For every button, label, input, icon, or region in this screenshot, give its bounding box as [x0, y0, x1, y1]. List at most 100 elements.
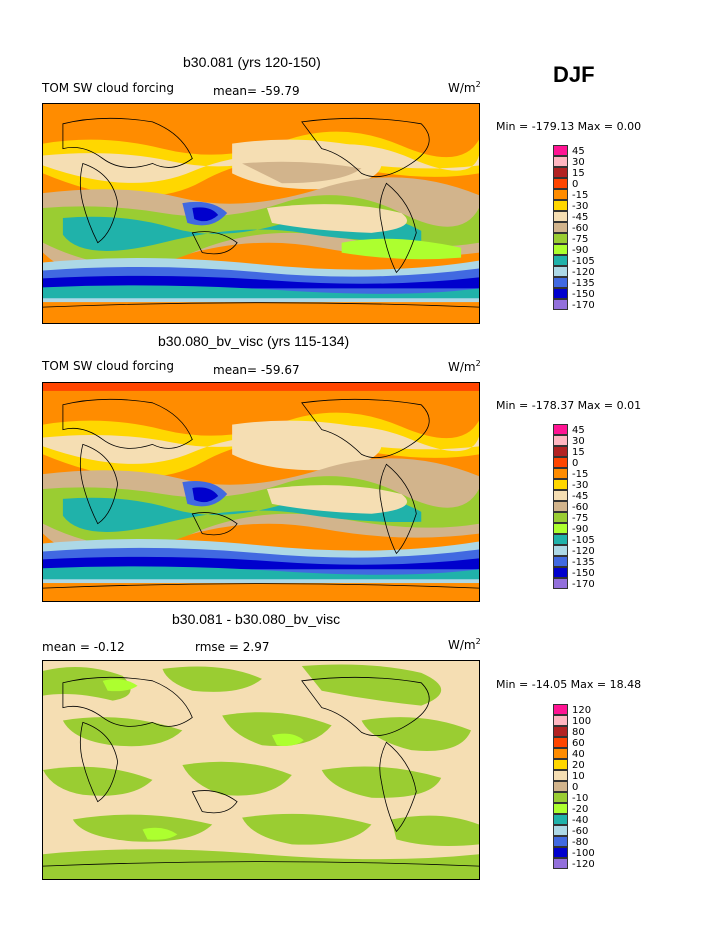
legend-label: 0 [572, 179, 579, 190]
legend-swatch [553, 803, 568, 814]
units-sup: 2 [475, 637, 481, 646]
legend-swatch [553, 836, 568, 847]
panel-2-mean-label: mean= [213, 363, 258, 377]
legend-swatch [553, 435, 568, 446]
panel-3-rmse: rmse = 2.97 [195, 640, 269, 654]
panel-1-mean: mean= -59.79 [213, 84, 300, 98]
legend-label: 80 [572, 727, 585, 738]
panel-3-rmse-label: rmse = [195, 640, 239, 654]
units-sup: 2 [475, 359, 481, 368]
legend-swatch [553, 534, 568, 545]
legend-swatch [553, 792, 568, 803]
panel-3-rmse-value: 2.97 [242, 640, 270, 654]
legend-swatch [553, 578, 568, 589]
panel-1-mean-value: -59.79 [260, 84, 300, 98]
legend-swatch [553, 726, 568, 737]
legend-swatch [553, 288, 568, 299]
units-text: W/m [448, 81, 476, 95]
legend-swatch [553, 704, 568, 715]
map-panel-3 [42, 660, 480, 880]
legend-label: 15 [572, 447, 585, 458]
legend-swatch [553, 178, 568, 189]
legend-label: -80 [572, 837, 589, 848]
panel-2-mean-value: -59.67 [260, 363, 300, 377]
legend-label: -30 [572, 480, 589, 491]
legend-swatch [553, 567, 568, 578]
legend-swatch [553, 501, 568, 512]
legend-label: -170 [572, 579, 595, 590]
map-1-svg [43, 104, 479, 323]
legend-label: -40 [572, 815, 589, 826]
legend-swatch [553, 825, 568, 836]
legend-label: 45 [572, 146, 585, 157]
legend-swatch [553, 545, 568, 556]
legend-swatch [553, 479, 568, 490]
legend-swatch [553, 770, 568, 781]
legend-label: -45 [572, 491, 589, 502]
legend-label: 120 [572, 705, 592, 716]
panel-3-units: W/m2 [448, 637, 481, 652]
units-text: W/m [448, 360, 476, 374]
legend-swatch [553, 244, 568, 255]
legend-label: -135 [572, 278, 595, 289]
legend-label: 30 [572, 157, 585, 168]
legend-label: -10 [572, 793, 589, 804]
legend-label: -20 [572, 804, 589, 815]
map-panel-2 [42, 382, 480, 602]
legend-label: -105 [572, 256, 595, 267]
legend-label: -90 [572, 524, 589, 535]
units-text: W/m [448, 638, 476, 652]
legend-label: -120 [572, 859, 595, 870]
legend-swatch [553, 255, 568, 266]
legend-swatch [553, 468, 568, 479]
legend-label: -75 [572, 513, 589, 524]
legend-label: -120 [572, 546, 595, 557]
legend-swatch [553, 737, 568, 748]
legend-swatch [553, 446, 568, 457]
panel-1-minmax: Min = -179.13 Max = 0.00 [496, 120, 642, 133]
legend-swatch [553, 858, 568, 869]
legend-label: 45 [572, 425, 585, 436]
panel-1-title: b30.081 (yrs 120-150) [183, 54, 321, 70]
legend-label: 60 [572, 738, 585, 749]
legend-label: 100 [572, 716, 592, 727]
legend-swatch [553, 266, 568, 277]
legend-label: -75 [572, 234, 589, 245]
legend-label: -120 [572, 267, 595, 278]
legend-swatch [553, 847, 568, 858]
map-panel-1 [42, 103, 480, 324]
legend-swatch [553, 233, 568, 244]
legend-swatch [553, 200, 568, 211]
panel-3-minmax: Min = -14.05 Max = 18.48 [496, 678, 642, 691]
legend-swatch [553, 277, 568, 288]
legend-label: -15 [572, 190, 589, 201]
legend-label: -30 [572, 201, 589, 212]
legend-label: 10 [572, 771, 585, 782]
legend-swatch [553, 781, 568, 792]
legend-swatch [553, 512, 568, 523]
legend-label: -100 [572, 848, 595, 859]
legend-swatch [553, 523, 568, 534]
panel-2-field: TOM SW cloud forcing [42, 359, 174, 373]
legend-label: -60 [572, 502, 589, 513]
legend-label: 30 [572, 436, 585, 447]
legend-swatch [553, 299, 568, 310]
legend-swatch [553, 748, 568, 759]
panel-2-units: W/m2 [448, 359, 481, 374]
legend-label: 0 [572, 458, 579, 469]
map-3-svg [43, 661, 479, 879]
legend-label: -60 [572, 826, 589, 837]
legend-label: -150 [572, 568, 595, 579]
legend-swatch [553, 759, 568, 770]
panel-2-title: b30.080_bv_visc (yrs 115-134) [158, 333, 350, 349]
legend-label: 20 [572, 760, 585, 771]
legend-swatch [553, 189, 568, 200]
legend-swatch [553, 490, 568, 501]
legend-swatch [553, 156, 568, 167]
units-sup: 2 [475, 80, 481, 89]
map-2-svg [43, 383, 479, 601]
legend-label: -60 [572, 223, 589, 234]
legend-label: -90 [572, 245, 589, 256]
legend-swatch [553, 814, 568, 825]
legend-label: -15 [572, 469, 589, 480]
